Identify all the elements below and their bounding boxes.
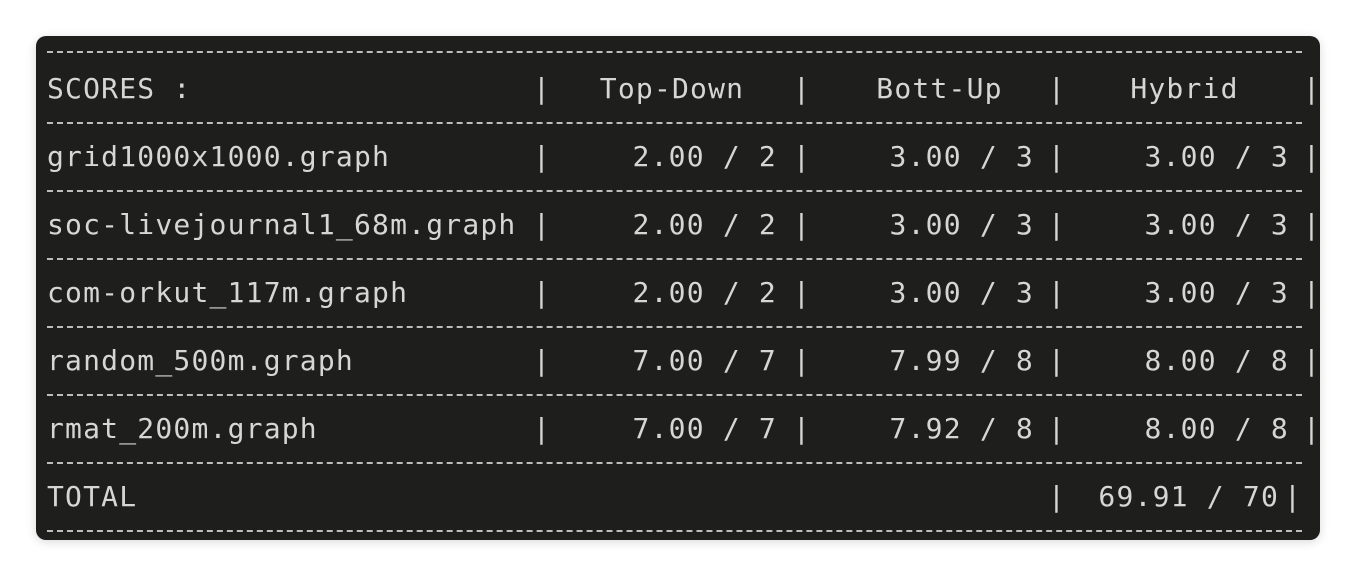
graph-name: rmat_200m.graph — [47, 412, 318, 445]
column-separator: | — [532, 276, 552, 309]
column-separator: | — [1302, 412, 1320, 445]
graph-name: grid1000x1000.graph — [47, 140, 391, 173]
column-separator: | — [1047, 344, 1067, 377]
column-separator: | — [1302, 208, 1320, 241]
table-header-row: SCORES : | Top-Down | Bott-Up | Hybrid | — [47, 72, 1320, 106]
column-separator: | — [1047, 412, 1067, 445]
table-rule — [47, 51, 1302, 53]
column-separator: | — [1047, 208, 1067, 241]
score-hybrid: 3.00 / 3 — [1144, 140, 1289, 173]
table-rule — [47, 122, 1302, 124]
column-separator: | — [1283, 480, 1303, 513]
header-bott-up: Bott-Up — [876, 72, 1003, 105]
score-top-down: 7.00 / 7 — [632, 344, 777, 377]
header-top-down: Top-Down — [599, 72, 745, 105]
column-separator: | — [792, 276, 812, 309]
score-bott-up: 7.92 / 8 — [889, 412, 1034, 445]
table-rule — [47, 530, 1302, 532]
score-hybrid: 3.00 / 3 — [1144, 208, 1289, 241]
table-row: random_500m.graph | 7.00 / 7 | 7.99 / 8 … — [47, 344, 1320, 378]
table-rule — [47, 394, 1302, 396]
column-separator: | — [1302, 72, 1320, 105]
column-separator: | — [532, 72, 552, 105]
table-row: soc-livejournal1_68m.graph | 2.00 / 2 | … — [47, 208, 1320, 242]
score-bott-up: 7.99 / 8 — [889, 344, 1034, 377]
column-separator: | — [1302, 276, 1320, 309]
column-separator: | — [1302, 140, 1320, 173]
score-top-down: 2.00 / 2 — [632, 208, 777, 241]
score-hybrid: 8.00 / 8 — [1144, 344, 1289, 377]
table-rule — [47, 326, 1302, 328]
column-separator: | — [532, 140, 552, 173]
score-bott-up: 3.00 / 3 — [889, 208, 1034, 241]
score-top-down: 7.00 / 7 — [632, 412, 777, 445]
score-bott-up: 3.00 / 3 — [889, 140, 1034, 173]
column-separator: | — [1047, 140, 1067, 173]
table-row: com-orkut_117m.graph | 2.00 / 2 | 3.00 /… — [47, 276, 1320, 310]
terminal-window: SCORES : | Top-Down | Bott-Up | Hybrid |… — [36, 36, 1320, 540]
header-hybrid: Hybrid — [1130, 72, 1239, 105]
total-row: TOTAL | 69.91 / 70 | — [47, 480, 1320, 514]
score-hybrid: 8.00 / 8 — [1144, 412, 1289, 445]
score-hybrid: 3.00 / 3 — [1144, 276, 1289, 309]
column-separator: | — [792, 344, 812, 377]
column-separator: | — [1047, 72, 1067, 105]
column-separator: | — [1047, 276, 1067, 309]
total-score: 69.91 / 70 — [1098, 480, 1279, 513]
graph-name: random_500m.graph — [47, 344, 354, 377]
table-rule — [47, 190, 1302, 192]
table-row: grid1000x1000.graph | 2.00 / 2 | 3.00 / … — [47, 140, 1320, 174]
column-separator: | — [532, 208, 552, 241]
column-separator: | — [1302, 344, 1320, 377]
column-separator: | — [792, 72, 812, 105]
graph-name: com-orkut_117m.graph — [47, 276, 409, 309]
score-top-down: 2.00 / 2 — [632, 140, 777, 173]
column-separator: | — [792, 412, 812, 445]
table-rule — [47, 258, 1302, 260]
table-row: rmat_200m.graph | 7.00 / 7 | 7.92 / 8 | … — [47, 412, 1320, 446]
column-separator: | — [532, 412, 552, 445]
graph-name: soc-livejournal1_68m.graph — [47, 208, 517, 241]
header-label: SCORES : — [47, 72, 192, 105]
column-separator: | — [792, 208, 812, 241]
column-separator: | — [1047, 480, 1067, 513]
column-separator: | — [532, 344, 552, 377]
score-top-down: 2.00 / 2 — [632, 276, 777, 309]
table-rule — [47, 462, 1302, 464]
total-label: TOTAL — [47, 480, 138, 513]
column-separator: | — [792, 140, 812, 173]
score-bott-up: 3.00 / 3 — [889, 276, 1034, 309]
